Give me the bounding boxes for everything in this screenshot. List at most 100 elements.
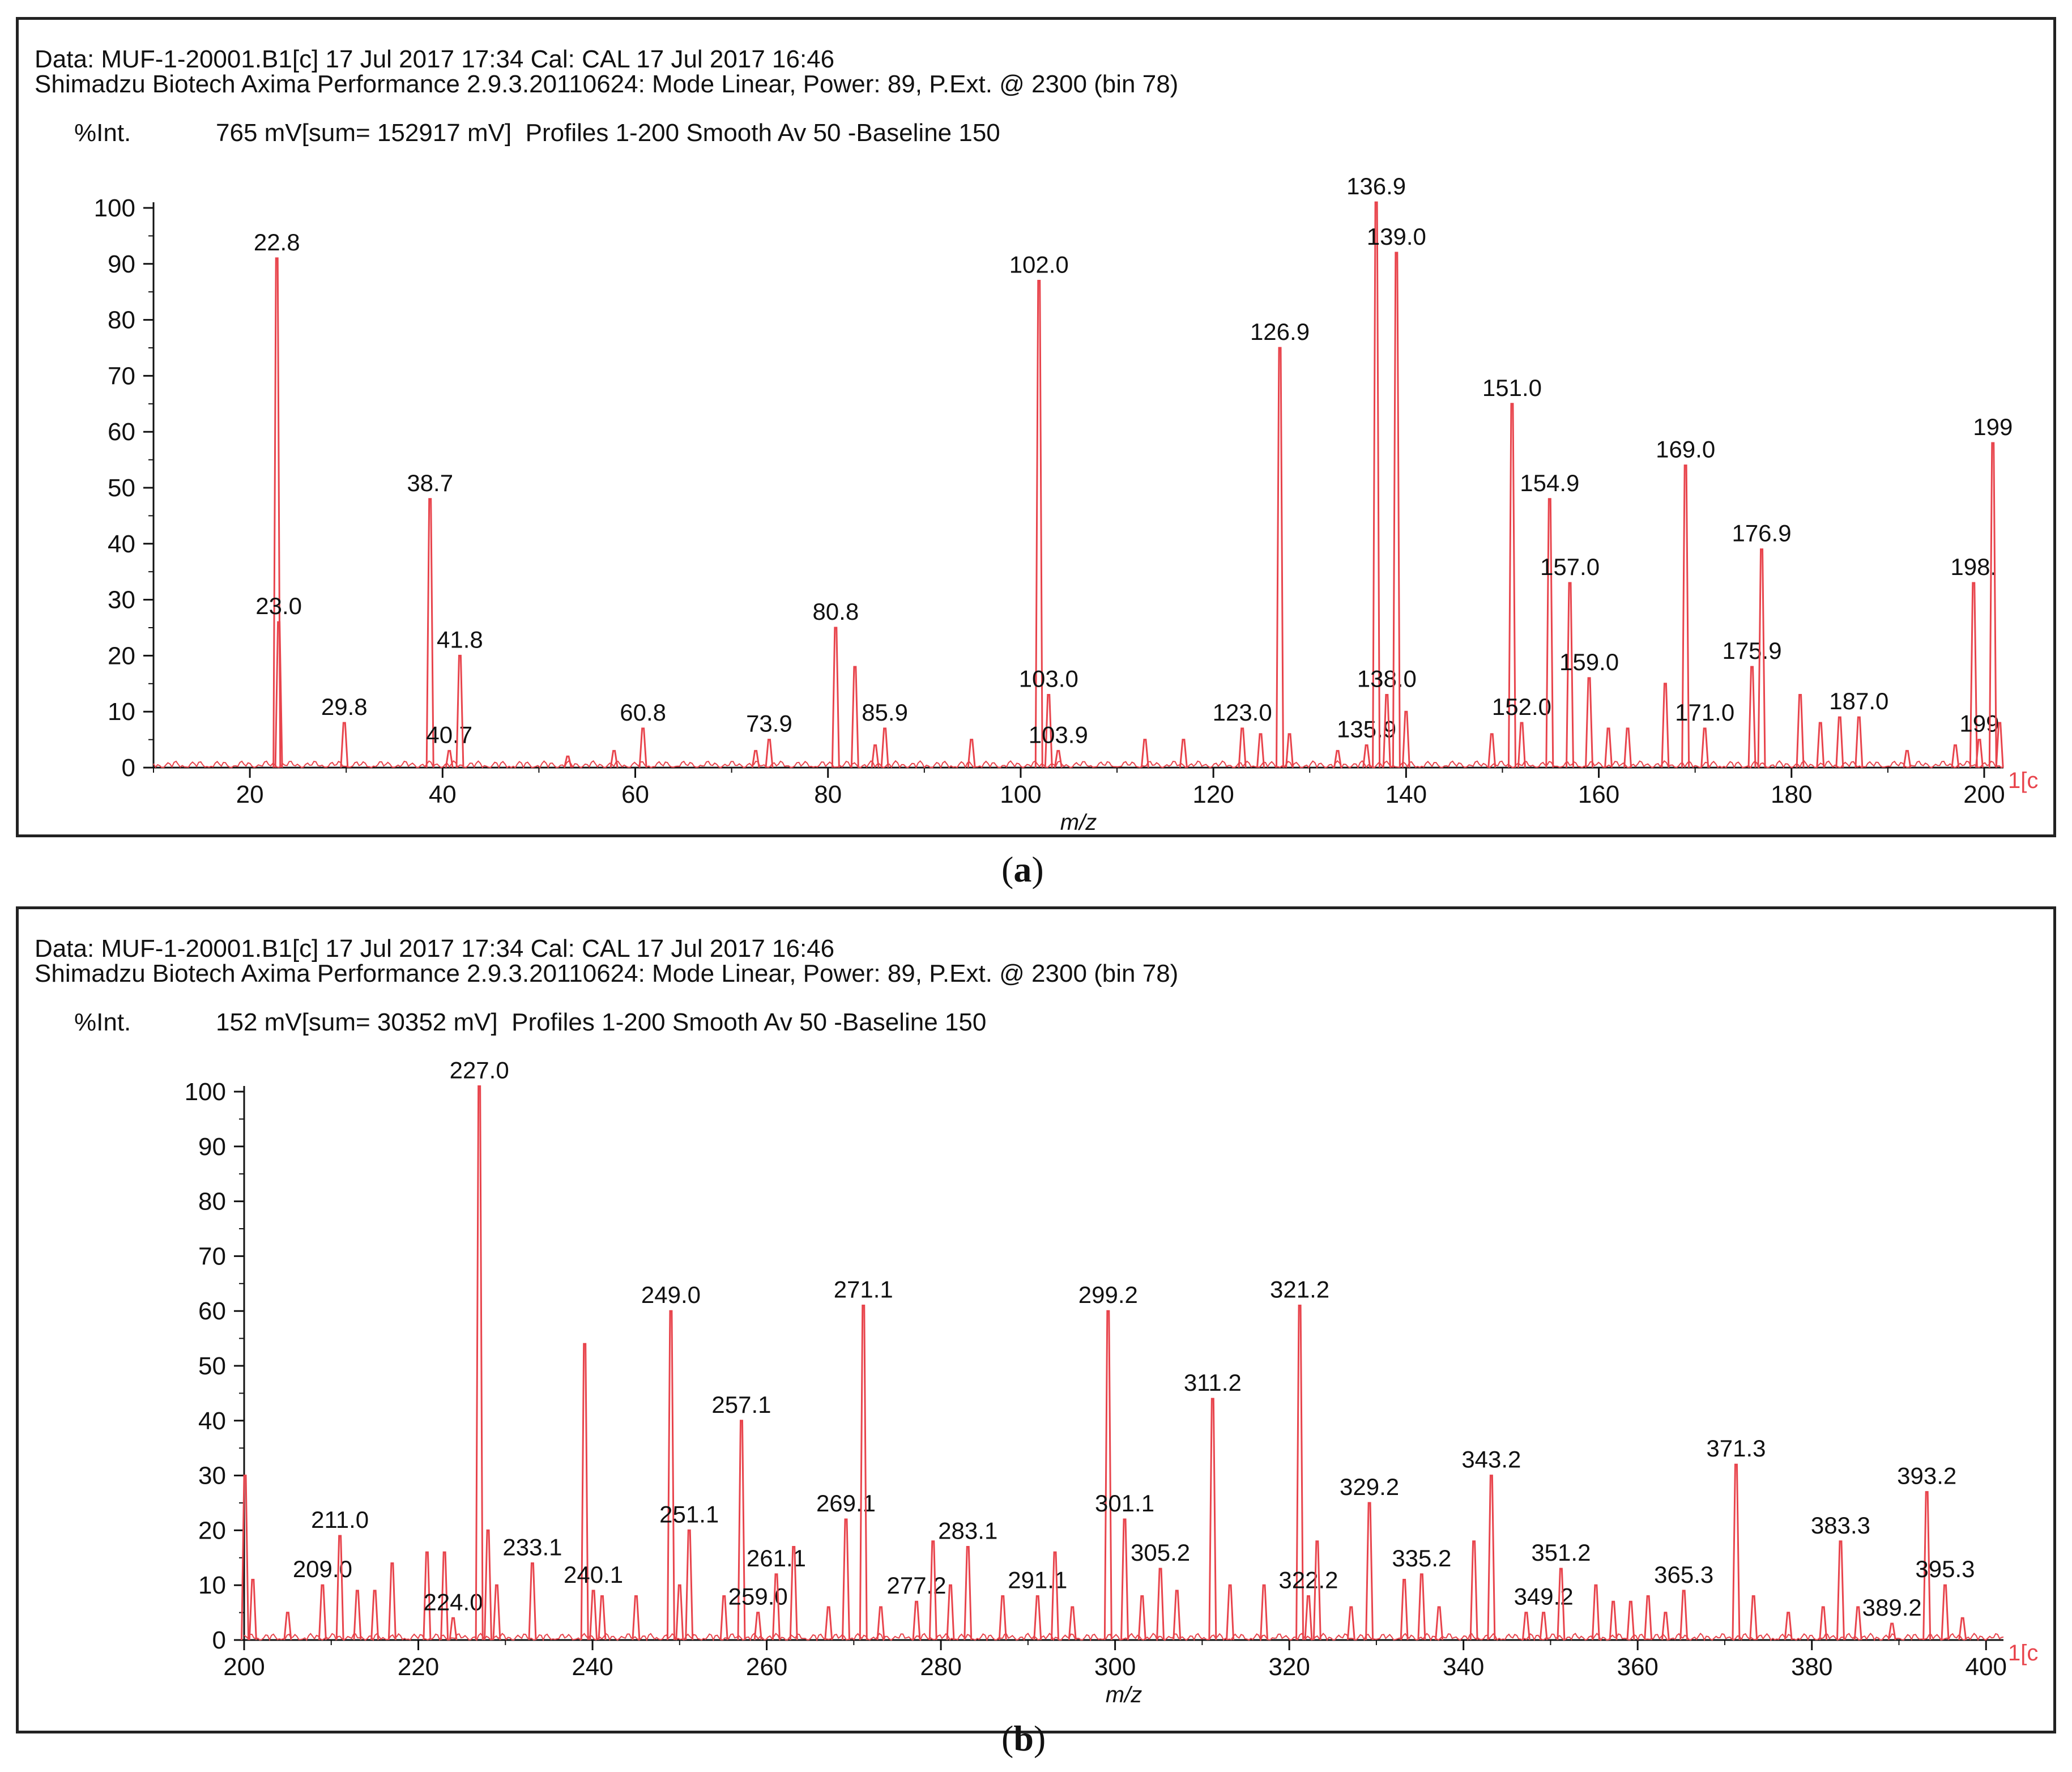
spectrum-peak	[1969, 582, 1978, 768]
peak-label: 343.2	[1461, 1446, 1521, 1473]
peak-label: 123.0	[1213, 699, 1272, 726]
spectrum-peak	[1951, 744, 1960, 768]
spectrum-peak	[1557, 1567, 1566, 1641]
x-tick-label: 40	[429, 781, 457, 808]
peak-label: 224.0	[423, 1588, 483, 1615]
header-data-line: Data: MUF-1-20001.B1[c] 17 Jul 2017 17:3…	[35, 935, 835, 962]
spectrum-peak	[484, 1529, 493, 1641]
peak-label: 251.1	[659, 1501, 719, 1527]
spectrum-peak	[1400, 1579, 1409, 1641]
peak-label: 257.1	[711, 1391, 771, 1418]
peak-label: 322.2	[1278, 1567, 1338, 1594]
peak-label: 393.2	[1897, 1463, 1956, 1489]
spectrum-peak	[719, 1595, 728, 1641]
spectrum-peak	[1256, 733, 1265, 768]
peak-label: 159.0	[1559, 649, 1619, 675]
spectrum-peak	[880, 727, 889, 768]
spectrum-peak	[1995, 722, 2004, 768]
spectrum-peak	[1626, 1600, 1635, 1641]
spectrum-peak	[1604, 727, 1613, 768]
peak-label: 151.0	[1482, 374, 1542, 401]
spectrum-peak	[1285, 733, 1294, 768]
spectrum-peak	[1401, 710, 1410, 768]
spectrum-peak	[387, 1562, 397, 1641]
peak-label: 40.7	[426, 721, 472, 748]
x-axis-label: m/z	[1060, 810, 1097, 834]
spectrum-peak	[440, 1551, 449, 1641]
x-tick-label: 60	[621, 781, 649, 808]
peak-label: 199	[1959, 710, 1999, 737]
spectrum-peak	[335, 1535, 344, 1641]
peak-label: 227.0	[450, 1057, 509, 1083]
peak-label: 211.0	[311, 1506, 369, 1533]
spectrum-peak	[353, 1590, 362, 1641]
peak-label: 22.8	[254, 229, 300, 255]
spectrum-peak	[563, 755, 572, 768]
spectrum-peak	[859, 1305, 868, 1641]
y-tick-label: 80	[108, 306, 135, 334]
spectrum-peak	[598, 1595, 607, 1641]
y-tick-label: 30	[198, 1462, 226, 1490]
spectrum-peak	[1887, 1622, 1896, 1641]
y-tick-label: 70	[108, 362, 135, 390]
spectrum-peak	[1507, 403, 1516, 768]
peak-label: 389.2	[1862, 1594, 1922, 1621]
y-tick-label: 100	[185, 1078, 226, 1106]
spectrum-peak	[445, 749, 454, 768]
spectrum-panel-b: Data: MUF-1-20001.B1[c] 17 Jul 2017 17:3…	[16, 906, 2056, 1733]
spectrum-peak	[771, 1573, 781, 1641]
spectrum-peak	[1903, 749, 1912, 768]
spectrum-peak	[1922, 1491, 1932, 1641]
spectrum-peak	[850, 666, 859, 768]
peak-label: 329.2	[1340, 1473, 1399, 1500]
x-tick-label: 360	[1617, 1653, 1658, 1681]
peak-label: 102.0	[1009, 251, 1069, 278]
y-tick-label: 60	[198, 1297, 226, 1325]
spectrum-peak	[1749, 1595, 1758, 1641]
peak-label: 38.7	[407, 470, 453, 496]
caption-b: (b)	[1001, 1718, 1046, 1758]
spectrum-peak	[998, 1595, 1007, 1641]
peak-label: 176.9	[1732, 520, 1791, 547]
x-tick-label: 320	[1268, 1653, 1310, 1681]
spectrum-peak	[751, 749, 760, 768]
y-tick-label: 20	[108, 642, 135, 670]
spectrum-peak	[963, 1545, 973, 1641]
spectrum-peak	[1054, 749, 1063, 768]
y-tick-label: 40	[198, 1407, 226, 1435]
x-tick-label: 200	[223, 1653, 265, 1681]
peak-label: 305.2	[1131, 1539, 1190, 1566]
spectrum-peak	[1585, 677, 1594, 768]
spectrum-peak	[638, 727, 647, 768]
x-tick-label: 180	[1771, 781, 1812, 808]
spectrum-peak	[1835, 716, 1844, 768]
spectrum-peak	[425, 498, 434, 768]
spectrum-peak	[1034, 279, 1043, 768]
spectrum-peak	[1208, 1398, 1217, 1641]
y-tick-label: 20	[198, 1517, 226, 1544]
peak-label: 60.8	[620, 699, 666, 726]
peak-label: 351.2	[1531, 1539, 1591, 1566]
peak-label: 175.9	[1722, 637, 1781, 664]
y-tick-label: 50	[108, 474, 135, 502]
spectrum-peak	[1140, 739, 1149, 768]
spectrum-peak	[765, 739, 774, 768]
spectrum-peak	[1179, 739, 1188, 768]
spectrum-peak	[340, 722, 349, 768]
spectrum-peak	[1591, 1584, 1600, 1641]
spectrum-peak	[423, 1551, 432, 1641]
spectrum-peak	[946, 1584, 955, 1641]
spectrum-peak	[842, 1518, 850, 1641]
spectrum-peak	[1757, 548, 1766, 768]
spectrum-peak	[1836, 1540, 1845, 1641]
y-tick-label: 50	[198, 1352, 226, 1380]
spectrum-peak	[1365, 1502, 1374, 1641]
spectrum-peak	[967, 739, 976, 768]
peak-label: 152.0	[1492, 693, 1551, 720]
spectrum-peak	[1941, 1584, 1950, 1641]
peak-label: 283.1	[938, 1517, 997, 1544]
spectrum-peak	[824, 1606, 833, 1641]
spectrum-peak	[1260, 1584, 1269, 1641]
header-instrument-line: Shimadzu Biotech Axima Performance 2.9.3…	[35, 960, 1179, 987]
peak-label: 157.0	[1540, 553, 1600, 580]
